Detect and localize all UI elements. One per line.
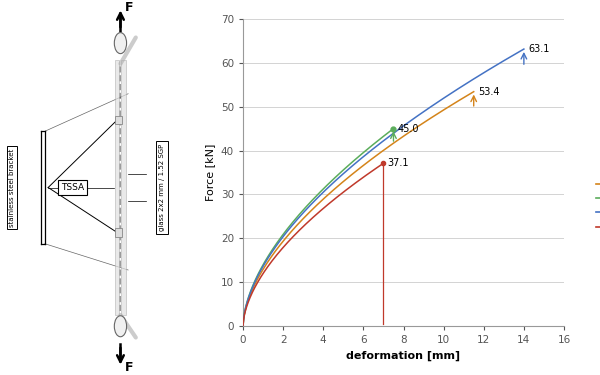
Text: F: F <box>124 361 133 374</box>
Circle shape <box>115 33 127 54</box>
Text: TSSA: TSSA <box>61 183 84 192</box>
FancyBboxPatch shape <box>121 60 125 315</box>
Text: stainless steel bracket: stainless steel bracket <box>9 148 15 226</box>
Text: 45.0: 45.0 <box>397 124 419 134</box>
Text: F: F <box>124 1 133 14</box>
X-axis label: deformation [mm]: deformation [mm] <box>346 351 461 361</box>
Legend: Pk1, Pk2, Pk3, Pk4_no bolts: Pk1, Pk2, Pk3, Pk4_no bolts <box>592 176 600 236</box>
Bar <box>115 116 122 124</box>
Text: 53.4: 53.4 <box>478 87 499 97</box>
Text: glass 2x2 mm / 1.52 SGP: glass 2x2 mm / 1.52 SGP <box>159 144 165 231</box>
Text: 37.1: 37.1 <box>388 158 409 168</box>
Y-axis label: Force [kN]: Force [kN] <box>205 144 215 201</box>
FancyBboxPatch shape <box>115 60 119 315</box>
Circle shape <box>115 316 127 337</box>
Text: 63.1: 63.1 <box>528 44 549 54</box>
Bar <box>115 228 122 237</box>
